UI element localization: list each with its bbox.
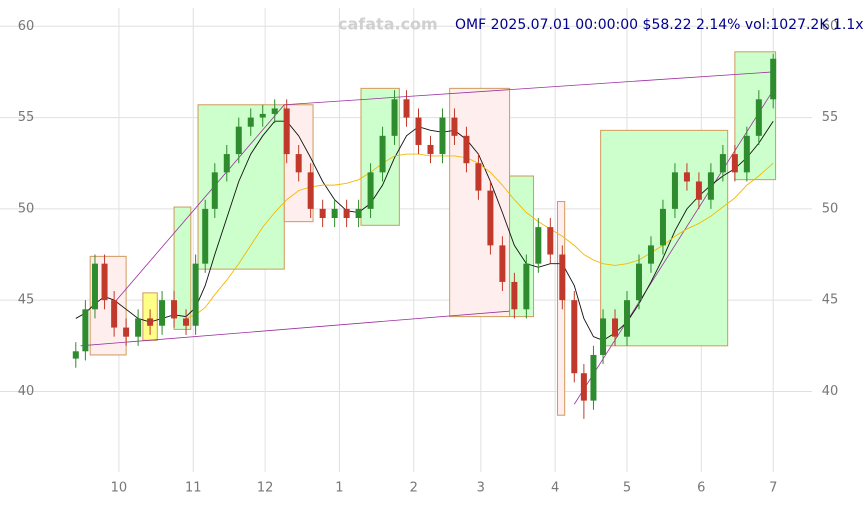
candle-body <box>211 172 218 209</box>
candle-body <box>111 300 118 328</box>
candle-body <box>159 300 166 326</box>
x-tick-label: 4 <box>551 481 559 496</box>
candle-body <box>755 99 762 136</box>
candle-body <box>451 117 458 136</box>
y-tick-label-right: 50 <box>822 201 839 216</box>
candle-body <box>547 227 554 255</box>
candle-body <box>235 126 242 155</box>
candle-body <box>535 227 542 264</box>
trend-line <box>80 310 510 347</box>
candle-body <box>487 190 494 246</box>
x-tick-label: 6 <box>697 481 705 496</box>
candle-body <box>271 108 278 114</box>
y-tick-label: 45 <box>18 293 35 308</box>
candle-body <box>101 263 108 301</box>
candle-body <box>391 99 398 136</box>
candle-body <box>671 172 678 209</box>
x-tick-label: 3 <box>477 481 485 496</box>
y-tick-label-right: 55 <box>822 110 839 125</box>
candle-body <box>415 117 422 145</box>
y-tick-label: 60 <box>18 19 35 34</box>
candle-body <box>135 318 142 337</box>
candle-body <box>559 254 566 301</box>
y-tick-label-right: 60 <box>822 19 839 34</box>
candle-body <box>475 163 482 191</box>
x-tick-label: 10 <box>111 481 128 496</box>
trend-line <box>111 104 285 306</box>
watermark: cafata.com <box>338 15 438 34</box>
candle-body <box>355 208 362 218</box>
x-tick-label: 12 <box>257 481 274 496</box>
candle-body <box>707 172 714 200</box>
x-tick-label: 5 <box>623 481 631 496</box>
candle-body <box>523 263 530 310</box>
candle-body <box>731 154 738 173</box>
candle-body <box>367 172 374 209</box>
candle-body <box>331 208 338 218</box>
candle-body <box>183 318 190 326</box>
candle-body <box>171 300 178 319</box>
candle-body <box>439 117 446 155</box>
trend-line <box>284 71 774 106</box>
candle-body <box>612 318 619 337</box>
candle-body <box>343 208 350 218</box>
candle-body <box>695 181 702 200</box>
y-tick-label: 50 <box>18 201 35 216</box>
candle-body <box>259 113 266 118</box>
range-box <box>173 206 192 330</box>
candle-body <box>743 135 750 173</box>
candle-body <box>683 172 690 182</box>
candle-body <box>600 318 607 355</box>
candle-body <box>192 263 199 326</box>
y-tick-label-right: 40 <box>822 384 839 399</box>
x-tick-label: 2 <box>410 481 418 496</box>
candle-body <box>307 172 314 209</box>
candle-body <box>580 373 587 401</box>
candle-body <box>295 154 302 173</box>
candle-body <box>511 281 518 310</box>
candles <box>72 53 777 419</box>
candle-body <box>247 117 254 127</box>
candle-body <box>147 318 154 326</box>
candle-body <box>624 300 631 337</box>
x-tick-label: 1 <box>335 481 343 496</box>
candle-body <box>91 263 98 310</box>
chart-title: OMF 2025.07.01 00:00:00 $58.22 2.14% vol… <box>455 17 864 33</box>
candle-body <box>283 108 290 155</box>
candle-body <box>82 309 89 352</box>
y-tick-label-right: 45 <box>822 293 839 308</box>
y-tick-label: 40 <box>18 384 35 399</box>
candle-body <box>202 208 209 264</box>
x-tick-label: 11 <box>185 481 202 496</box>
candle-body <box>659 208 666 246</box>
candle-body <box>770 58 777 100</box>
candle-body <box>319 208 326 218</box>
range-box <box>449 87 511 318</box>
candle-body <box>72 351 79 359</box>
trend-line <box>573 89 774 405</box>
candle-body <box>403 99 410 118</box>
candle-body <box>463 135 470 164</box>
range-box <box>734 51 777 181</box>
candle-body <box>223 154 230 173</box>
candle-body <box>379 135 386 173</box>
candle-body <box>571 300 578 374</box>
candle-body <box>719 154 726 173</box>
candle-body <box>123 327 130 337</box>
y-tick-label: 55 <box>18 110 35 125</box>
candle-body <box>635 263 642 301</box>
candle-body <box>427 144 434 155</box>
candle-body <box>499 245 506 282</box>
range-box <box>557 201 566 416</box>
candle-body <box>647 245 654 264</box>
x-tick-label: 7 <box>769 481 777 496</box>
candle-body <box>590 354 597 401</box>
